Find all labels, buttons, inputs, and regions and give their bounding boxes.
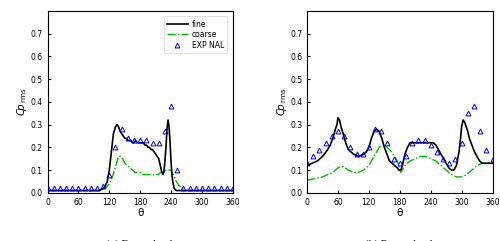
Title: (b) Rear wheel.: (b) Rear wheel.	[364, 240, 435, 241]
Title: (a) Fore wheel.: (a) Fore wheel.	[106, 240, 175, 241]
X-axis label: θ: θ	[137, 208, 143, 218]
Legend: fine, coarse, EXP NAL: fine, coarse, EXP NAL	[164, 16, 227, 54]
X-axis label: θ: θ	[396, 208, 403, 218]
Y-axis label: $C\!p_{\,\mathrm{rms}}$: $C\!p_{\,\mathrm{rms}}$	[274, 87, 288, 116]
Y-axis label: $C\!p_{\,\mathrm{rms}}$: $C\!p_{\,\mathrm{rms}}$	[15, 87, 29, 116]
